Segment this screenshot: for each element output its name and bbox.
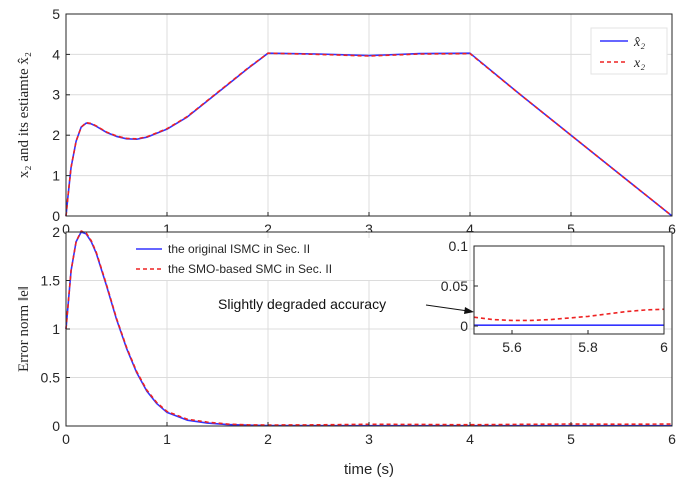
top-legend-box — [590, 27, 668, 75]
top-y-tick-label-2: 2 — [52, 127, 60, 143]
bottom-y-tick-label-1: 0.5 — [41, 369, 61, 385]
inset-y-tick-label-1: 0.05 — [441, 278, 468, 294]
annotation-arrowhead — [464, 307, 474, 314]
top-series-line-1 — [65, 52, 673, 217]
top-y-tick-label-3: 3 — [52, 87, 60, 103]
inset-ticks: 5.6 5.8 6 0 0.05 0.1 — [441, 238, 668, 355]
bottom-y-tick-label-3: 1.5 — [41, 272, 61, 288]
legend-label-ismc: the original ISMC in Sec. II — [168, 242, 310, 256]
top-x-tick-label-1: 1 — [163, 221, 171, 237]
inset-y-tick-label-2: 0.1 — [449, 238, 469, 254]
top-ticks: 0 1 2 3 4 5 6 0 1 2 3 4 5 — [52, 6, 676, 237]
annotation-arrow — [425, 304, 469, 312]
x-axis-label: time (s) — [344, 461, 394, 478]
legend-label-x2: x₂ — [633, 56, 645, 71]
bottom-y-tick-label-2: 1 — [52, 321, 60, 337]
top-panel: 0 1 2 3 4 5 6 0 1 2 3 4 5 x₂ and its estiamte x̂₂ x̂… — [16, 6, 676, 237]
bottom-y-axis-label: Error norm ‖e‖ — [16, 286, 32, 372]
bottom-ticks: 0 1 2 3 4 5 6 0 0.5 1 1.5 2 — [41, 224, 677, 447]
bottom-x-tick-label-1: 1 — [163, 431, 171, 447]
inset-x-tick-label-2: 6 — [660, 339, 668, 355]
top-x-tick-label-4: 4 — [466, 221, 474, 237]
bottom-x-tick-label-5: 5 — [567, 431, 575, 447]
bottom-legend: the original ISMC in Sec. II the SMO-bas… — [130, 238, 378, 280]
top-x-tick-label-0: 0 — [62, 221, 70, 237]
bottom-x-tick-label-4: 4 — [466, 431, 474, 447]
bottom-y-tick-label-4: 2 — [52, 224, 60, 240]
inset-axes-frame — [473, 245, 665, 335]
bottom-y-tick-label-0: 0 — [52, 418, 60, 434]
inset-x-tick-label-1: 5.8 — [578, 339, 598, 355]
bottom-x-tick-label-3: 3 — [365, 431, 373, 447]
bottom-x-tick-label-2: 2 — [264, 431, 272, 447]
top-series — [65, 52, 673, 217]
bottom-series-line-1 — [65, 230, 673, 426]
top-y-tick-label-5: 5 — [52, 6, 60, 22]
top-x-tick-label-2: 2 — [264, 221, 272, 237]
inset-series — [473, 308, 665, 327]
inset-series-line-1 — [473, 308, 665, 322]
legend-label-x2hat: x̂₂ — [633, 35, 645, 50]
top-y-tick-label-0: 0 — [52, 208, 60, 224]
top-y-axis-label: x₂ and its estiamte x̂₂ — [16, 52, 32, 178]
top-y-tick-label-1: 1 — [52, 168, 60, 184]
top-x-tick-label-6: 6 — [668, 221, 676, 237]
bottom-x-tick-label-6: 6 — [668, 431, 676, 447]
bottom-legend-box — [130, 238, 378, 280]
legend-label-smo: the SMO-based SMC in Sec. II — [168, 262, 332, 276]
bottom-x-tick-label-0: 0 — [62, 431, 70, 447]
annotation-text: Slightly degraded accuracy — [218, 296, 386, 312]
inset-y-tick-label-0: 0 — [460, 318, 468, 334]
bottom-panel: 0 1 2 3 4 5 6 0 0.5 1 1.5 2 Error norm ‖e‖ time (s)… — [16, 224, 676, 478]
inset-x-tick-label-0: 5.6 — [502, 339, 522, 355]
top-x-tick-label-5: 5 — [567, 221, 575, 237]
top-y-tick-label-4: 4 — [52, 46, 60, 62]
top-x-tick-label-3: 3 — [365, 221, 373, 237]
inset-plot: 5.6 5.8 6 0 0.05 0.1 — [441, 238, 668, 355]
top-legend: x̂₂ x₂ — [590, 27, 668, 75]
